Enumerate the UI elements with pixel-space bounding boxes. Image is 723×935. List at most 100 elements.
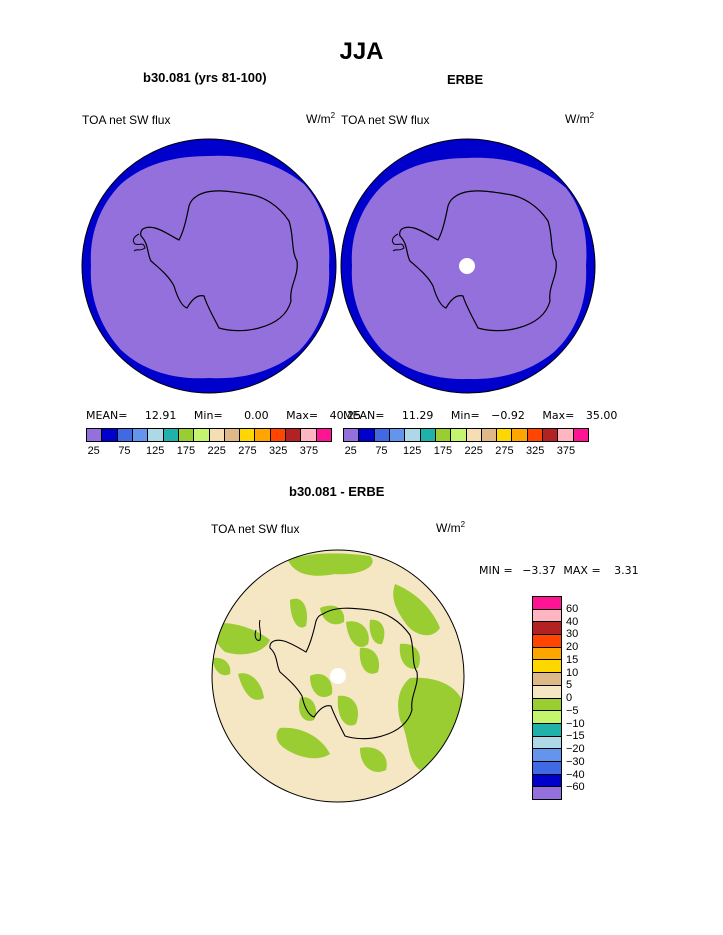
colorbar-swatch: [533, 774, 561, 788]
colorbar-tick-label: −10: [566, 717, 585, 730]
colorbar-tick-label: 75: [375, 445, 388, 457]
colorbar-swatch: [533, 609, 561, 623]
right-stats: MEAN= 11.29 Min= −0.92 Max= 35.00: [343, 409, 617, 422]
colorbar-swatch: [209, 429, 225, 441]
colorbar-tick-label: 225: [207, 445, 226, 457]
left-variable-label: TOA net SW flux: [82, 113, 171, 127]
colorbar-swatch: [148, 429, 164, 441]
diff-green-patch: [346, 621, 369, 648]
colorbar-swatch: [405, 429, 421, 441]
model-inner-purple-region: [90, 155, 330, 379]
colorbar-tick-label: −60: [566, 781, 585, 794]
colorbar-tick-label: 60: [566, 602, 579, 615]
right-colorbar: [343, 428, 589, 442]
model-peninsula-coast: [132, 233, 146, 252]
colorbar-swatch: [132, 429, 149, 441]
colorbar-swatch: [435, 429, 452, 441]
diff-green-patch: [288, 553, 373, 576]
diff-green-patch: [320, 605, 345, 625]
colorbar-swatch: [117, 429, 133, 441]
colorbar-swatch: [374, 429, 390, 441]
colorbar-swatch: [389, 429, 406, 441]
colorbar-tick-label: −40: [566, 768, 585, 781]
colorbar-tick-label: 25: [344, 445, 357, 457]
colorbar-swatch: [163, 429, 179, 441]
right-units-base: W/m: [565, 112, 590, 126]
colorbar-swatch: [420, 429, 436, 441]
diff-variable-label: TOA net SW flux: [211, 522, 300, 536]
colorbar-swatch: [533, 787, 561, 799]
diff-antarctica-coastline: [269, 607, 418, 740]
colorbar-swatch: [301, 429, 317, 441]
diff-stats: MIN = −3.37 MAX = 3.31: [479, 564, 639, 577]
colorbar-swatch: [533, 647, 561, 661]
diff-units-exp: 2: [460, 520, 466, 529]
right-case-label: ERBE: [447, 72, 484, 87]
diff-green-patch: [298, 697, 317, 721]
diff-polar-map: [211, 549, 465, 803]
diff-green-patch: [290, 598, 308, 628]
colorbar-tick-label: −5: [566, 704, 579, 717]
diff-peninsula-coast: [254, 619, 262, 641]
colorbar-swatch: [533, 597, 561, 610]
colorbar-tick-label: 40: [566, 615, 579, 628]
colorbar-tick-label: 15: [566, 653, 579, 666]
left-colorbar: [86, 428, 332, 442]
colorbar-tick-label: 325: [269, 445, 288, 457]
colorbar-swatch: [543, 429, 559, 441]
colorbar-tick-label: 20: [566, 641, 579, 653]
colorbar-tick-label: −20: [566, 743, 585, 755]
colorbar-swatch: [533, 673, 561, 686]
colorbar-tick-label: 325: [526, 445, 545, 457]
erbe-antarctica-coastline: [399, 190, 557, 332]
colorbar-swatch: [286, 429, 302, 441]
diff-green-patch: [399, 643, 420, 669]
colorbar-swatch: [533, 698, 561, 712]
diff-colorbar: [532, 596, 562, 800]
colorbar-swatch: [533, 736, 561, 750]
colorbar-swatch: [316, 429, 331, 441]
diff-green-patch: [369, 619, 385, 645]
colorbar-tick-label: 225: [464, 445, 483, 457]
diff-green-patch: [238, 673, 264, 700]
colorbar-swatch: [359, 429, 375, 441]
colorbar-tick-label: 275: [238, 445, 257, 457]
colorbar-swatch: [481, 429, 498, 441]
diff-green-patch: [359, 647, 380, 674]
colorbar-swatch: [102, 429, 118, 441]
right-min-label: Min=: [450, 409, 480, 422]
right-units-label: W/m2: [565, 111, 594, 126]
right-max-value: 35.00: [585, 409, 618, 422]
colorbar-swatch: [533, 749, 561, 762]
colorbar-tick-label: 375: [299, 445, 319, 457]
diff-pole-hole: [330, 668, 346, 684]
right-units-exp: 2: [589, 111, 595, 120]
right-mean-label: MEAN=: [343, 409, 385, 422]
left-colorbar-ticks: 25 75 125 175 225 275 325 375: [86, 445, 332, 459]
erbe-polar-map: [340, 138, 596, 394]
diff-min-label: MIN =: [479, 564, 513, 577]
colorbar-tick-label: 30: [566, 628, 579, 641]
colorbar-swatch: [270, 429, 287, 441]
colorbar-swatch: [533, 660, 561, 674]
colorbar-tick-label: 0: [566, 692, 573, 704]
colorbar-swatch: [533, 723, 561, 737]
colorbar-tick-label: 25: [87, 445, 100, 457]
colorbar-swatch: [466, 429, 482, 441]
diff-units-label: W/m2: [436, 520, 465, 535]
diff-min-value: −3.37: [522, 564, 556, 577]
colorbar-swatch: [533, 761, 561, 775]
diff-green-patch: [337, 695, 358, 726]
diff-green-patch: [393, 584, 440, 636]
colorbar-swatch: [240, 429, 256, 441]
left-stats: MEAN= 12.91 Min= 0.00 Max= 40.25: [86, 409, 361, 422]
colorbar-swatch: [344, 429, 360, 441]
left-mean-label: MEAN=: [86, 409, 128, 422]
page-title: JJA: [339, 38, 384, 65]
diff-green-patch: [276, 727, 330, 759]
diff-units-base: W/m: [436, 521, 461, 535]
colorbar-swatch: [255, 429, 271, 441]
right-min-value: −0.92: [491, 409, 525, 422]
diff-title: b30.081 - ERBE: [289, 484, 385, 499]
colorbar-tick-label: 10: [566, 666, 579, 679]
